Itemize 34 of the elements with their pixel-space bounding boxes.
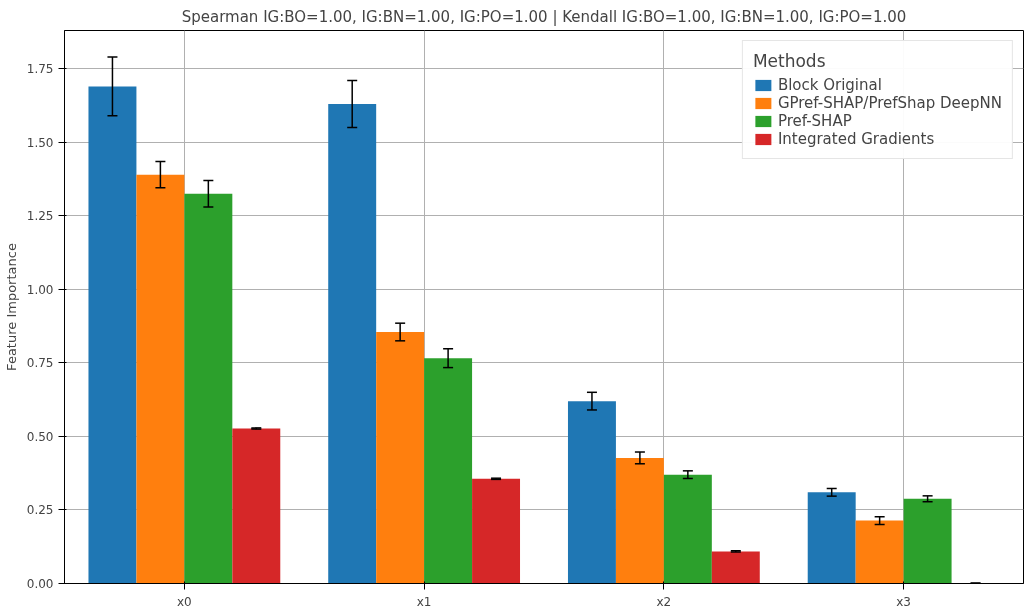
x-tick-label: x2 — [656, 594, 672, 609]
bar — [615, 457, 664, 584]
x-tick-label: x3 — [896, 594, 912, 609]
bar — [807, 492, 856, 584]
y-tick-label: 0.50 — [26, 429, 54, 444]
chart-title: Spearman IG:BO=1.00, IG:BN=1.00, IG:PO=1.00 | Kendall IG:BO=1.00, IG:BN=1.00, IG:PO=1.00 — [181, 7, 907, 26]
x-tick-label: x0 — [177, 594, 192, 609]
bar — [903, 498, 952, 584]
bar — [184, 193, 233, 584]
bar — [472, 478, 521, 584]
bar — [663, 474, 712, 584]
y-tick-label: 0.75 — [26, 356, 54, 371]
bar — [136, 174, 185, 584]
legend-label: GPref-SHAP/PrefShap DeepNN — [777, 94, 1002, 112]
bar — [855, 520, 904, 584]
legend-label: Block Original — [777, 76, 882, 94]
y-tick-label: 1.75 — [26, 62, 54, 77]
legend-label: Integrated Gradients — [777, 130, 935, 148]
bar — [376, 332, 425, 584]
y-tick-label: 1.25 — [26, 209, 54, 224]
legend-label: Pref-SHAP — [777, 112, 852, 130]
bar — [567, 401, 616, 584]
y-tick-label: 0.00 — [26, 577, 54, 591]
bar — [88, 86, 137, 584]
y-tick-label: 0.25 — [26, 503, 54, 518]
bar — [711, 551, 760, 584]
bar — [232, 428, 281, 584]
bar — [424, 358, 473, 584]
legend-title: Methods — [752, 51, 827, 71]
y-axis-title: Feature Importance — [3, 243, 19, 371]
y-tick-label: 1.50 — [26, 135, 54, 150]
bar — [328, 104, 377, 584]
x-tick-label: x1 — [416, 594, 432, 609]
y-tick-label: 1.00 — [26, 282, 54, 297]
